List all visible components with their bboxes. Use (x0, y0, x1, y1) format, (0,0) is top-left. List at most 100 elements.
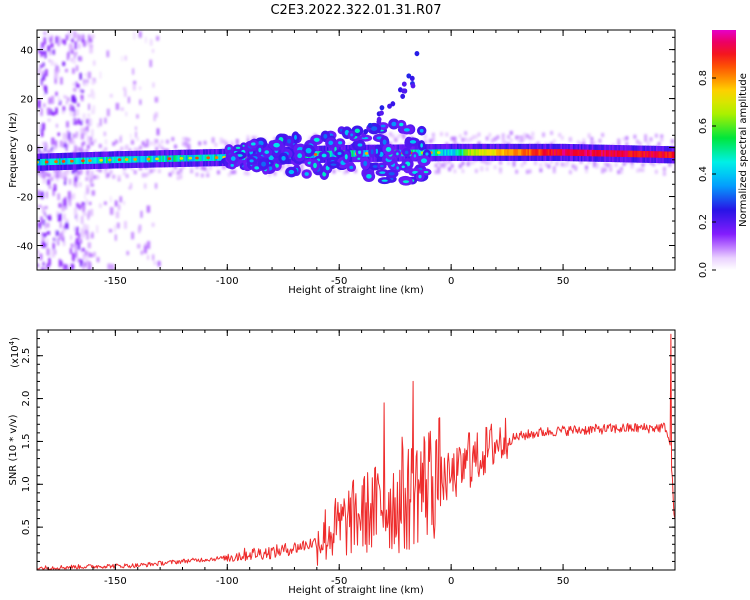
heatmap-blob-inner (321, 153, 327, 158)
heatmap-noise-cell (91, 190, 95, 196)
heatmap-noise-cell (40, 64, 43, 69)
heatmap-noise-cell (84, 73, 87, 77)
heatmap-halo-cell (525, 169, 529, 174)
heatmap-noise-cell (139, 86, 141, 90)
heatmap-halo-cell (638, 167, 642, 172)
heatmap-noise-cell (55, 36, 59, 44)
heatmap-track-core (460, 149, 463, 156)
heatmap-noise-cell (76, 109, 79, 116)
heatmap-blob-inner (257, 140, 264, 146)
heatmap-halo-cell (437, 160, 441, 165)
heatmap-noise-cell (58, 96, 60, 104)
heatmap-noise-cell (133, 31, 136, 40)
heatmap-halo-cell (200, 165, 204, 170)
heatmap-track-core (665, 151, 668, 158)
heatmap-noise-cell (146, 255, 150, 260)
heatmap-blob-inner (297, 153, 303, 159)
heatmap-noise-cell (54, 68, 57, 77)
heatmap-noise-cell (46, 222, 50, 228)
heatmap-halo-cell (131, 140, 135, 145)
heatmap-noise-cell (78, 182, 82, 187)
snr-panel: -150 -100 -50 0 50 0.5 1.0 1.5 2.0 2.5 Height of … (8, 329, 676, 596)
heatmap-halo-cell (88, 174, 92, 179)
heatmap-noise-cell (65, 144, 68, 151)
heatmap-blob-inner (419, 128, 424, 133)
snr-y-tick-label: 2.5 (21, 348, 32, 364)
heatmap-noise-cell (137, 243, 141, 249)
heatmap-halo-cell (190, 165, 194, 170)
heatmap-noise-cell (144, 36, 147, 44)
heatmap-noise-cell (129, 133, 132, 139)
heatmap-track-core (493, 149, 496, 156)
heatmap-track-core (558, 149, 562, 156)
heatmap-blob-inner (403, 128, 410, 132)
heatmap-halo-cell (171, 137, 175, 142)
spectrogram-y-axis-label: Frequency (Hz) (8, 112, 19, 188)
heatmap-noise-cell (86, 170, 89, 176)
heatmap-track-core (182, 155, 186, 162)
heatmap-track-core (518, 149, 521, 156)
heatmap-noise-cell (52, 49, 55, 55)
colorbar-tick-label: 0.2 (698, 214, 709, 230)
heatmap-noise-cell (154, 138, 156, 146)
heatmap-noise-cell (62, 106, 66, 111)
heatmap-noise-cell (90, 176, 94, 183)
heatmap-noise-cell (89, 201, 92, 206)
heatmap-halo-cell (555, 161, 559, 166)
heatmap-track-core (113, 156, 117, 164)
snr-x-tick-label: -50 (331, 576, 347, 587)
heatmap-halo-cell (96, 175, 100, 180)
heatmap-noise-cell (79, 259, 83, 263)
heatmap-blob-inner (288, 169, 295, 175)
heatmap-noise-cell (43, 219, 46, 226)
heatmap-noise-cell (85, 118, 88, 124)
heatmap-noise-cell (71, 38, 74, 43)
heatmap-noise-cell (153, 261, 157, 265)
heatmap-track-core (85, 157, 89, 164)
heatmap-track-bead (195, 156, 199, 160)
heatmap-noise-cell (70, 235, 73, 240)
heatmap-noise-cell (46, 231, 51, 235)
heatmap-blob-inner (388, 172, 395, 176)
heatmap-halo-cell (216, 170, 220, 175)
heatmap-track-core (477, 149, 480, 156)
heatmap-noise-cell (53, 183, 57, 190)
heatmap-halo-cell (601, 132, 605, 137)
heatmap-track-core (612, 150, 615, 157)
heatmap-halo-cell (445, 132, 449, 137)
heatmap-halo-cell (593, 160, 597, 165)
heatmap-noise-cell (37, 249, 39, 254)
heatmap-streak-blob (390, 101, 396, 107)
heatmap-track-core (441, 149, 444, 156)
heatmap-track-core (43, 158, 46, 166)
heatmap-blob-inner (287, 139, 292, 144)
heatmap-halo-cell (576, 140, 580, 145)
heatmap-noise-cell (79, 72, 82, 80)
heatmap-noise-cell (86, 144, 90, 149)
heatmap-halo-cell (539, 163, 543, 168)
heatmap-halo-cell (117, 175, 121, 180)
heatmap-halo-cell (206, 173, 210, 178)
heatmap-halo-cell (668, 162, 672, 167)
spectrogram-y-tick-label: -20 (17, 193, 33, 204)
heatmap-noise-cell (86, 199, 89, 205)
heatmap-halo-cell (448, 159, 452, 164)
heatmap-noise-cell (42, 261, 45, 267)
heatmap-halo-cell (182, 136, 186, 141)
heatmap-noise-cell (77, 118, 80, 125)
heatmap-track-core (204, 154, 208, 162)
heatmap-track-core (671, 151, 675, 159)
heatmap-blob-inner (413, 154, 417, 158)
heatmap-track-bead (70, 159, 74, 163)
heatmap-noise-cell (55, 107, 58, 115)
heatmap-halo-cell (431, 132, 435, 137)
snr-frame (36, 329, 676, 571)
heatmap-halo-cell (520, 163, 524, 168)
heatmap-noise-cell (73, 31, 77, 39)
heatmap-noise-cell (42, 62, 45, 67)
heatmap-noise-cell (74, 51, 78, 56)
heatmap-blob-inner (328, 140, 334, 145)
heatmap-blob-inner (350, 133, 354, 137)
heatmap-halo-cell (394, 138, 398, 143)
heatmap-track-core (607, 150, 610, 157)
